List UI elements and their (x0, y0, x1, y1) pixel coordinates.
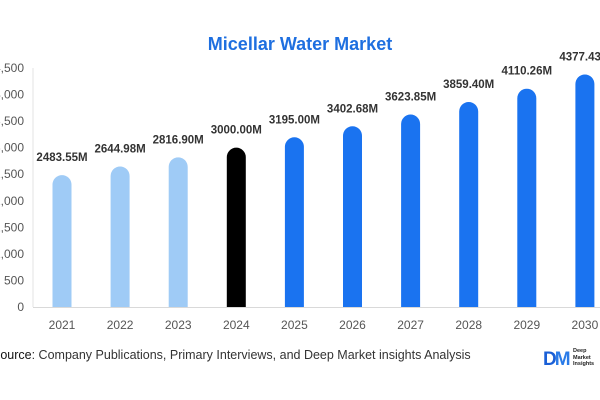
bar (575, 74, 595, 307)
bar (401, 114, 421, 308)
bar (226, 147, 246, 307)
data-label: 3000.00M (211, 125, 262, 137)
logo-text: Deep Market Insights (573, 348, 595, 367)
x-tick-label: 2024 (223, 318, 250, 332)
y-tick-label: 4,500 (0, 61, 24, 75)
bar (52, 175, 72, 307)
y-tick-label: 2,000 (0, 194, 24, 208)
x-tick-label: 2022 (107, 318, 134, 332)
x-tick-label: 2025 (281, 318, 308, 332)
y-tick-label: 4,000 (0, 88, 24, 102)
bar (284, 137, 304, 307)
bar (110, 166, 130, 307)
x-tick-label: 2021 (49, 318, 76, 332)
y-tick-label: 1,000 (0, 247, 24, 261)
source-label: Source (0, 348, 32, 362)
x-tick-label: 2028 (455, 318, 482, 332)
data-label: 4377.43M (559, 52, 600, 64)
logo-mark: DM (543, 349, 571, 370)
data-label: 2483.55M (36, 152, 87, 164)
source-note: Source: Company Publications, Primary In… (0, 348, 471, 362)
x-tick-label: 2030 (572, 318, 599, 332)
data-label: 3195.00M (269, 114, 320, 126)
deep-market-insights-logo: DM Deep Market Insights (543, 347, 600, 371)
data-label: 2644.98M (95, 144, 146, 156)
y-tick-label: 1,500 (0, 220, 24, 234)
y-tick-label: 0 (17, 300, 24, 314)
x-tick-label: 2027 (397, 318, 424, 332)
data-label: 4110.26M (502, 66, 553, 78)
y-tick-label: 500 (4, 273, 24, 287)
data-label: 3859.40M (443, 79, 494, 91)
data-label: 2816.90M (153, 134, 204, 146)
bar (168, 157, 188, 307)
source-text: : Company Publications, Primary Intervie… (31, 348, 471, 362)
y-tick-label: 2,500 (0, 167, 24, 181)
bar (343, 126, 362, 307)
x-tick-label: 2023 (165, 318, 192, 332)
x-tick-label: 2026 (339, 318, 366, 332)
bar (459, 102, 479, 307)
chart-title: Micellar Water Market (207, 34, 393, 54)
x-tick-label: 2029 (513, 318, 540, 332)
data-label: 3402.68M (327, 103, 378, 115)
y-tick-label: 3,000 (0, 141, 24, 155)
y-tick-label: 3,500 (0, 114, 24, 128)
data-label: 3623.85M (385, 92, 436, 104)
bar (517, 88, 537, 307)
